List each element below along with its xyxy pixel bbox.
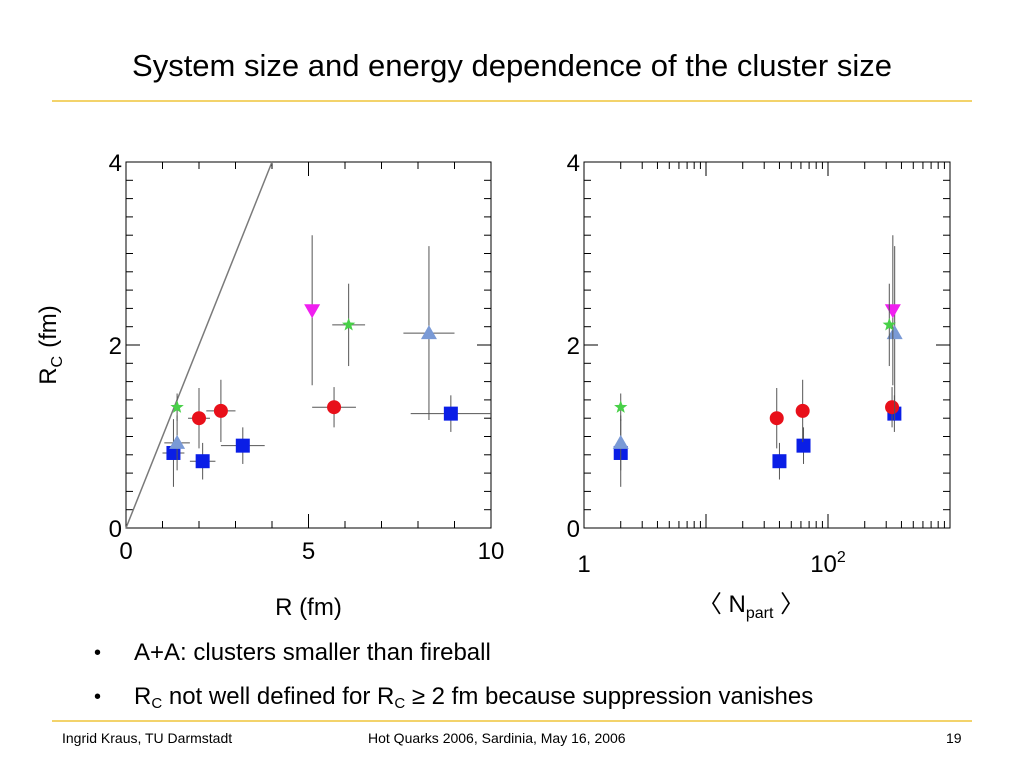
slide-title: System size and energy dependence of the… [132,48,892,83]
triangle-down-marker [304,304,321,319]
square-series [613,395,902,487]
triangle-up-marker [169,434,186,449]
footer-event: Hot Quarks 2006, Sardinia, May 16, 2006 [368,730,626,746]
star-marker [342,317,356,331]
bullet-marker: • [94,686,102,708]
footer-author: Ingrid Kraus, TU Darmstadt [62,730,233,746]
title-divider [52,100,972,102]
circle-series [769,379,900,449]
bullet-marker: • [94,642,102,664]
square-marker [772,454,787,469]
circle-marker [327,400,342,415]
star-series [170,283,366,421]
triangle-up-series [164,246,455,471]
triangle-up-marker [886,325,903,340]
x-tick-label: 5 [302,538,315,565]
square-series [162,395,491,487]
bullet-text: A+A: clusters smaller than fireball [134,639,491,666]
x-axis-label: 〈 Npart 〉 [698,591,804,622]
y-tick-label: 4 [567,150,580,177]
x-tick-label: 1 [577,551,590,578]
y-tick-label: 0 [567,516,580,543]
page-number: 19 [946,730,962,746]
triangle-up-marker [612,434,629,449]
x-tick-label: 0 [119,538,132,565]
square-marker [443,406,458,421]
star-marker [170,400,184,413]
rc-vs-r-plot: 0 2 4 0 5 10 R (fm) RC(fm) [35,150,504,621]
square-marker [235,438,250,453]
circle-marker [769,411,784,426]
reference-line [125,161,273,529]
circle-marker [795,403,810,418]
star-marker [614,400,628,413]
triangle-up-marker [420,325,437,340]
bullet-text: RC not well defined for RC ≥ 2 fm becaus… [134,683,814,712]
charts-area: 0 2 4 0 5 10 R (fm) RC(fm) 0 2 4 1 102〈 Npart 〉 [35,150,951,622]
footer-divider [52,720,972,722]
triangle-up-series [612,246,903,471]
y-tick-label: 2 [567,333,580,360]
star-series [614,283,896,421]
x-axis-label: R (fm) [275,594,342,621]
y-axis-label: RC(fm) [35,305,66,385]
triangle-down-marker [884,304,901,319]
circle-marker [213,403,228,418]
triangle-down-series [304,235,321,386]
y-tick-label: 4 [109,150,122,177]
square-marker [195,454,210,469]
plot-frame [125,161,492,529]
triangle-down-series [884,235,901,386]
circle-marker [192,411,206,426]
circle-series [188,379,356,449]
star-marker [882,317,896,331]
y-tick-label: 0 [109,516,122,543]
circle-marker [885,400,900,415]
y-tick-label: 2 [109,333,122,360]
rc-vs-npart-plot: 0 2 4 1 102〈 Npart 〉 [567,150,951,622]
x-tick-label: 102 [810,549,846,578]
x-tick-label: 10 [478,538,505,565]
square-marker [796,438,811,453]
